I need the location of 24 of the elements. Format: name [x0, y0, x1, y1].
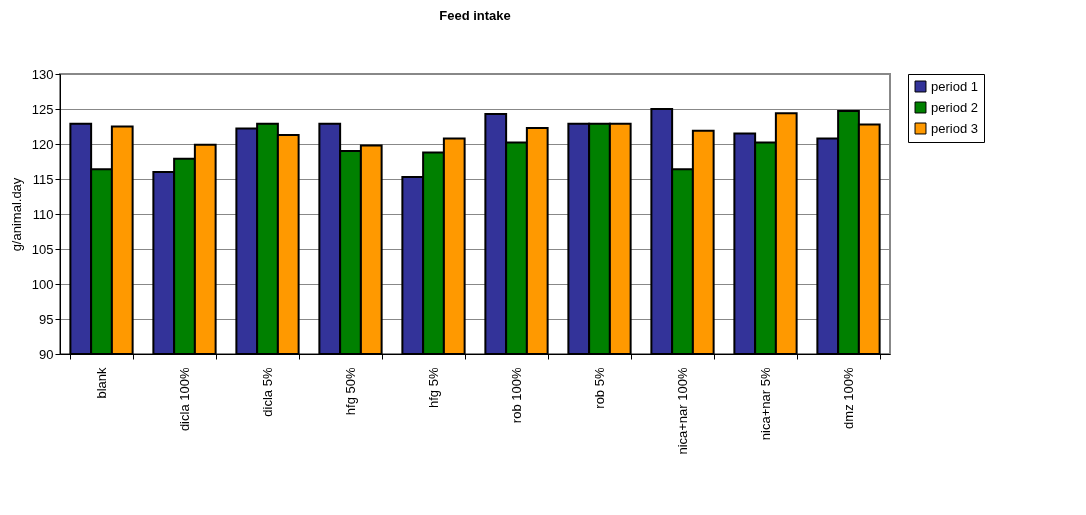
x-tick-label: hfg 5% [426, 367, 441, 408]
x-tick-label: blank [94, 367, 109, 399]
legend-label: period 3 [931, 120, 978, 136]
x-tick-label: dmz 100% [841, 367, 856, 429]
legend-label: period 2 [931, 99, 978, 115]
x-tick-label: rob 100% [509, 367, 524, 424]
x-tick-label: hfg 50% [343, 367, 358, 416]
y-tick-label: 130 [31, 66, 54, 82]
y-tick-label: 125 [31, 101, 54, 117]
chart-title: Feed intake [439, 8, 511, 23]
y-tick-label: 120 [31, 136, 54, 152]
x-tick-label: nica+nar 100% [675, 367, 690, 455]
y-tick-label: 90 [39, 346, 54, 362]
x-tick-label: dicla 100% [177, 367, 192, 432]
x-tick-label: nica+nar 5% [758, 367, 773, 441]
x-tick-label: dicla 5% [260, 367, 275, 417]
y-tick-label: 100 [31, 276, 54, 292]
y-tick-label: 105 [31, 241, 54, 257]
y-tick-label: 110 [32, 206, 54, 222]
y-tick-label: 95 [39, 311, 54, 327]
y-axis-title: g/animal.day [8, 177, 24, 252]
x-tick-label: rob 5% [592, 367, 607, 409]
y-tick-label: 115 [32, 171, 54, 187]
legend-label: period 1 [931, 78, 978, 94]
